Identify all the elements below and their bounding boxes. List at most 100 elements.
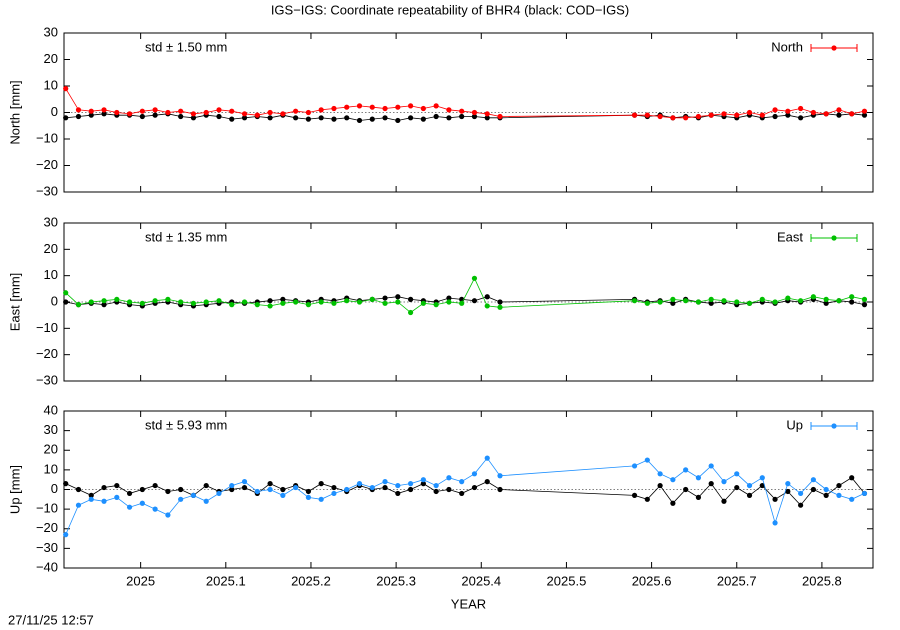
data-point — [241, 111, 248, 117]
data-point — [101, 111, 107, 117]
data-point — [126, 490, 133, 497]
data-point — [484, 455, 490, 461]
y-tick-label: 10 — [44, 461, 58, 476]
data-point — [471, 298, 478, 304]
data-point — [267, 481, 273, 487]
y-axis-label: North [mm] — [7, 80, 22, 144]
data-point — [318, 481, 324, 487]
data-point — [433, 103, 439, 109]
y-tick-label: 20 — [44, 241, 58, 256]
data-point — [203, 482, 209, 489]
data-point — [267, 115, 273, 121]
data-point — [734, 484, 740, 491]
data-point — [126, 111, 133, 117]
data-point — [395, 104, 401, 110]
data-point — [497, 304, 503, 310]
data-point — [849, 111, 855, 117]
data-point — [382, 115, 388, 121]
data-point — [88, 492, 94, 498]
data-point — [114, 109, 120, 116]
data-point — [229, 482, 235, 489]
data-point — [721, 111, 727, 117]
data-point — [810, 486, 816, 493]
data-point — [114, 482, 120, 489]
data-point — [810, 477, 816, 483]
data-point — [695, 475, 702, 481]
data-point — [63, 481, 69, 487]
data-point — [369, 104, 375, 110]
data-point — [459, 300, 465, 306]
data-point — [139, 500, 145, 506]
data-point — [644, 112, 650, 118]
data-point — [823, 296, 829, 302]
data-point — [861, 108, 868, 114]
data-point — [836, 492, 842, 498]
data-point — [785, 295, 791, 301]
x-tick-label: 2025.3 — [376, 573, 416, 588]
y-tick-label: 40 — [44, 402, 58, 417]
data-point — [708, 112, 714, 118]
data-point — [344, 115, 350, 121]
data-point — [420, 105, 426, 112]
data-point — [395, 299, 401, 305]
data-point — [772, 113, 778, 120]
data-point — [75, 113, 82, 120]
data-point — [746, 482, 753, 489]
data-point — [152, 506, 158, 512]
data-point — [88, 496, 94, 502]
data-point — [459, 479, 465, 485]
data-point — [229, 108, 235, 114]
data-point — [305, 109, 312, 116]
data-point — [823, 492, 829, 498]
data-point — [670, 115, 676, 121]
data-point — [407, 309, 414, 316]
x-axis-label: YEAR — [451, 596, 486, 611]
data-point — [369, 116, 375, 122]
data-point — [63, 86, 69, 92]
data-point — [695, 113, 702, 120]
data-point — [139, 300, 145, 306]
data-point — [216, 490, 222, 497]
data-point — [446, 486, 452, 493]
data-point — [657, 482, 663, 489]
y-tick-label: −10 — [36, 501, 58, 516]
data-point — [88, 299, 94, 305]
data-point — [293, 115, 299, 121]
data-point — [657, 471, 663, 477]
data-point — [216, 113, 222, 120]
data-point — [305, 116, 312, 122]
data-point — [836, 107, 842, 113]
data-point — [267, 486, 273, 493]
data-point — [267, 109, 273, 116]
data-point — [139, 113, 145, 120]
legend-label: North — [771, 39, 803, 54]
data-point — [759, 482, 765, 489]
data-point — [446, 299, 452, 305]
data-point — [670, 300, 676, 306]
data-point — [734, 299, 740, 305]
data-point — [395, 482, 401, 489]
y-tick-label: −20 — [36, 157, 58, 172]
data-point — [75, 486, 82, 493]
y-tick-label: −30 — [36, 372, 58, 387]
data-point — [446, 107, 452, 113]
y-tick-label: 30 — [44, 24, 58, 39]
data-point — [293, 108, 299, 114]
data-point — [785, 112, 791, 118]
data-point — [823, 111, 829, 117]
data-point — [88, 108, 94, 114]
data-point — [484, 111, 490, 117]
data-point — [382, 300, 388, 306]
data-point — [203, 498, 209, 504]
data-point — [484, 479, 490, 485]
data-point — [241, 299, 248, 305]
data-point — [836, 482, 842, 489]
data-point — [88, 112, 94, 118]
data-point — [695, 299, 702, 305]
data-point — [190, 492, 197, 498]
data-point — [734, 112, 740, 118]
y-tick-label: 10 — [44, 77, 58, 92]
data-point — [75, 302, 82, 308]
data-point — [759, 112, 765, 118]
data-point — [471, 275, 478, 281]
